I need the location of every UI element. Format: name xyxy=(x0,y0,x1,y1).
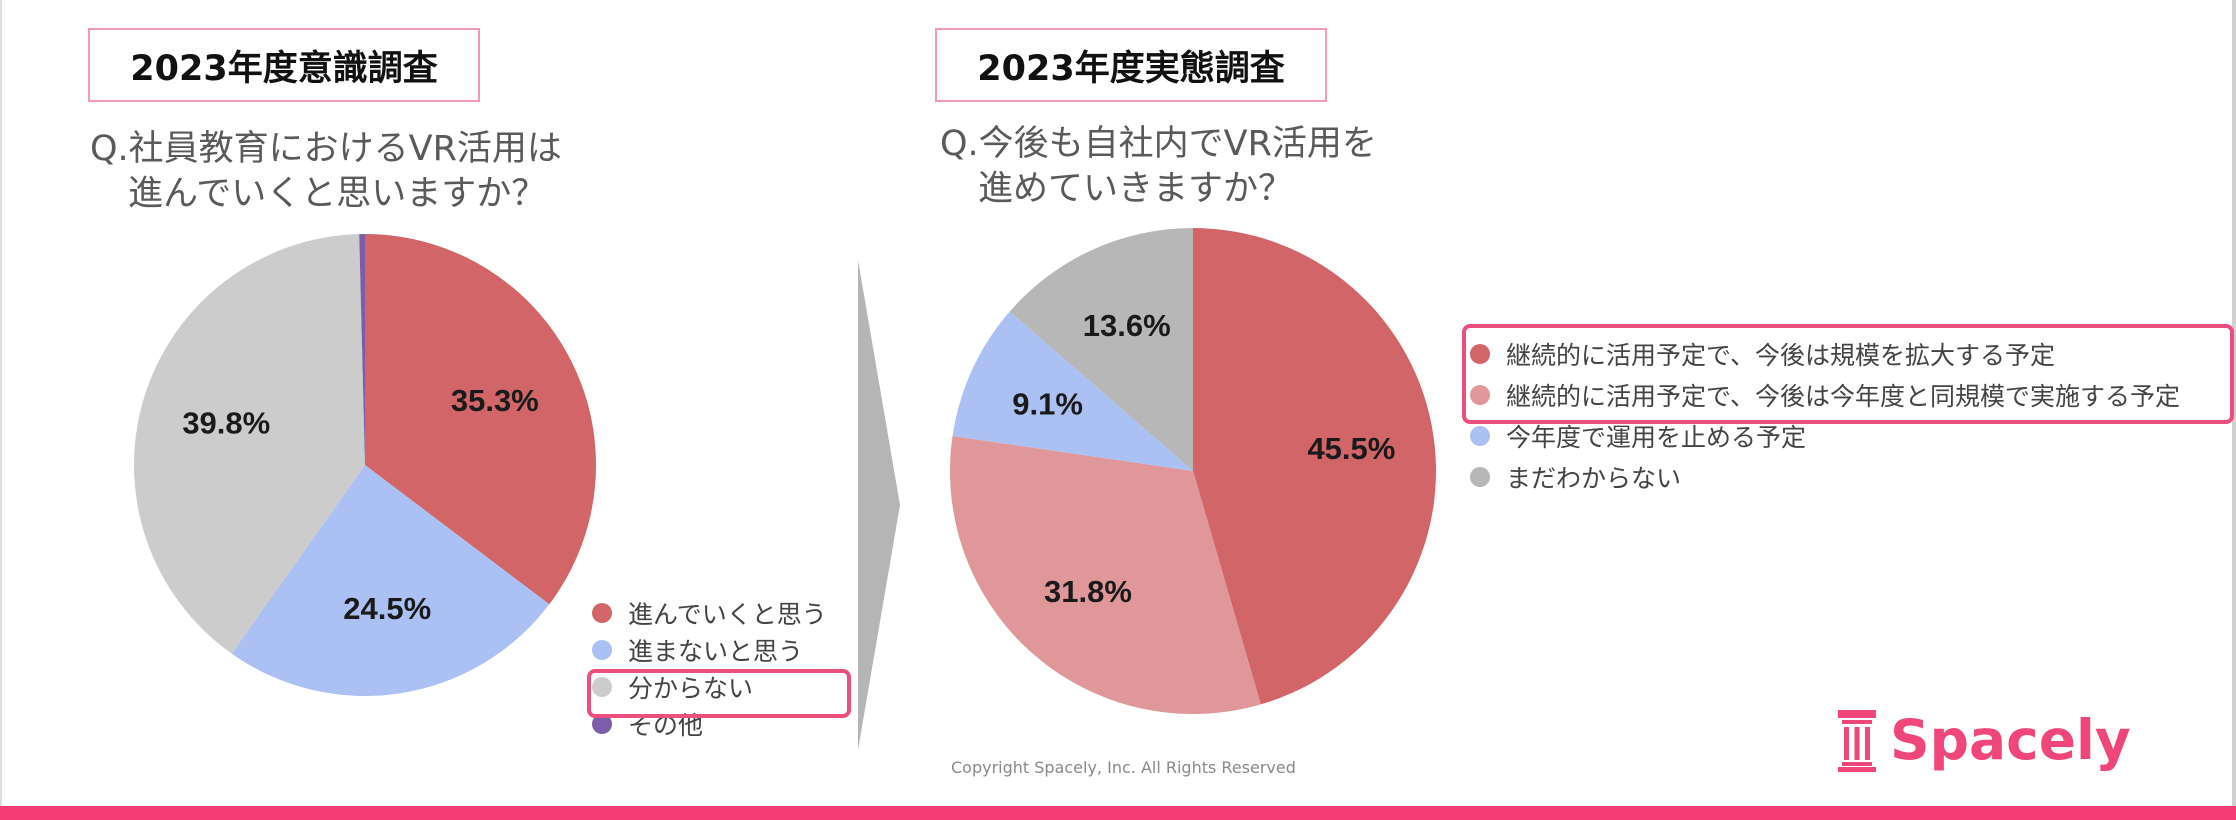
bottom-brand-bar xyxy=(0,806,2236,820)
left-legend-highlight xyxy=(587,669,851,718)
pie-0-slice-1 xyxy=(231,465,550,696)
pie-1-slice-3 xyxy=(1009,228,1193,471)
spacely-logo: Spacely xyxy=(1836,708,2131,772)
left-question: Q.社員教育におけるVR活用は 進んでいくと思いますか？ xyxy=(90,127,562,217)
legend-1-label-2: 今年度で運用を止める予定 xyxy=(1506,422,1807,452)
pie-0-label-1: 24.5% xyxy=(343,591,431,626)
legend-1-label-1: 継続的に活用予定で、今後は今年度と同規模で実施する予定 xyxy=(1506,381,2181,411)
pillar-logo-icon xyxy=(1838,710,1876,772)
legend-0-swatch-0 xyxy=(592,602,612,623)
left-question-line-1: Q.社員教育におけるVR活用は xyxy=(90,129,562,169)
pie-1-label-1: 31.8% xyxy=(1044,574,1132,609)
right-legend-highlight xyxy=(1462,324,2234,424)
pie-0-label-0: 35.3% xyxy=(451,383,539,418)
right-survey-title: 2023年度実態調査 xyxy=(935,28,1327,102)
slide-left-edge xyxy=(0,0,2,806)
left-survey-title: 2023年度意識調査 xyxy=(88,28,480,102)
right-legend: 継続的に活用予定で、今後は規模を拡大する予定継続的に活用予定で、今後は今年度と同… xyxy=(1470,333,2180,497)
legend-1-swatch-0 xyxy=(1470,343,1490,364)
legend-0-label-2: 分からない xyxy=(628,673,754,703)
pie-0-slice-0 xyxy=(365,234,597,605)
pie-1-label-0: 45.5% xyxy=(1307,431,1395,466)
legend-0-swatch-3 xyxy=(592,713,612,734)
legend-1-item-1: 継続的に活用予定で、今後は今年度と同規模で実施する予定 xyxy=(1470,374,2180,415)
pie-0-slice-3 xyxy=(359,234,365,465)
pie-0-label-2: 39.8% xyxy=(182,405,270,440)
legend-1-item-2: 今年度で運用を止める予定 xyxy=(1470,415,2180,456)
legend-1-label-0: 継続的に活用予定で、今後は規模を拡大する予定 xyxy=(1506,340,2056,370)
legend-0-item-1: 進まないと思う xyxy=(592,631,827,668)
legend-0-item-2: 分からない xyxy=(592,668,827,705)
right-question: Q.今後も自社内でVR活用を 進めていきますか？ xyxy=(940,122,1377,212)
right-pie-chart: 45.5% 31.8% 9.1% 13.6% xyxy=(950,228,1436,714)
right-question-line-1: Q.今後も自社内でVR活用を xyxy=(940,124,1377,164)
legend-0-swatch-2 xyxy=(592,676,612,697)
legend-0-item-0: 進んでいくと思う xyxy=(592,594,827,631)
left-legend: 進んでいくと思う 進まないと思う 分からない その他 xyxy=(592,594,827,742)
legend-1-item-0: 継続的に活用予定で、今後は規模を拡大する予定 xyxy=(1470,333,2180,374)
pie-1-slice-1 xyxy=(950,436,1261,714)
legend-1-item-3: まだわからない xyxy=(1470,456,2180,497)
brand-name: Spacely xyxy=(1890,708,2131,772)
left-pie-chart: 35.3% 24.5% 39.8% xyxy=(134,234,597,696)
pie-1-slice-2 xyxy=(952,311,1193,471)
pie-1-label-2: 9.1% xyxy=(1012,387,1083,422)
right-question-line-2: 進めていきますか？ xyxy=(978,169,1294,209)
legend-0-swatch-1 xyxy=(592,639,612,660)
legend-1-swatch-3 xyxy=(1470,466,1490,487)
legend-0-label-0: 進んでいくと思う xyxy=(628,599,827,629)
pie-1-slice-0 xyxy=(1193,228,1436,705)
arrow-divider-icon xyxy=(858,260,900,750)
pie-1-label-3: 13.6% xyxy=(1083,308,1171,343)
slide-right-edge xyxy=(2232,0,2236,806)
legend-1-swatch-1 xyxy=(1470,384,1490,405)
legend-1-swatch-2 xyxy=(1470,425,1490,446)
legend-1-label-3: まだわからない xyxy=(1506,463,1682,493)
left-question-line-2: 進んでいくと思いますか？ xyxy=(128,174,547,214)
legend-0-label-1: 進まないと思う xyxy=(628,636,804,666)
pie-0-slice-2 xyxy=(134,234,365,654)
copyright-text: Copyright Spacely, Inc. All Rights Reser… xyxy=(951,758,1296,777)
